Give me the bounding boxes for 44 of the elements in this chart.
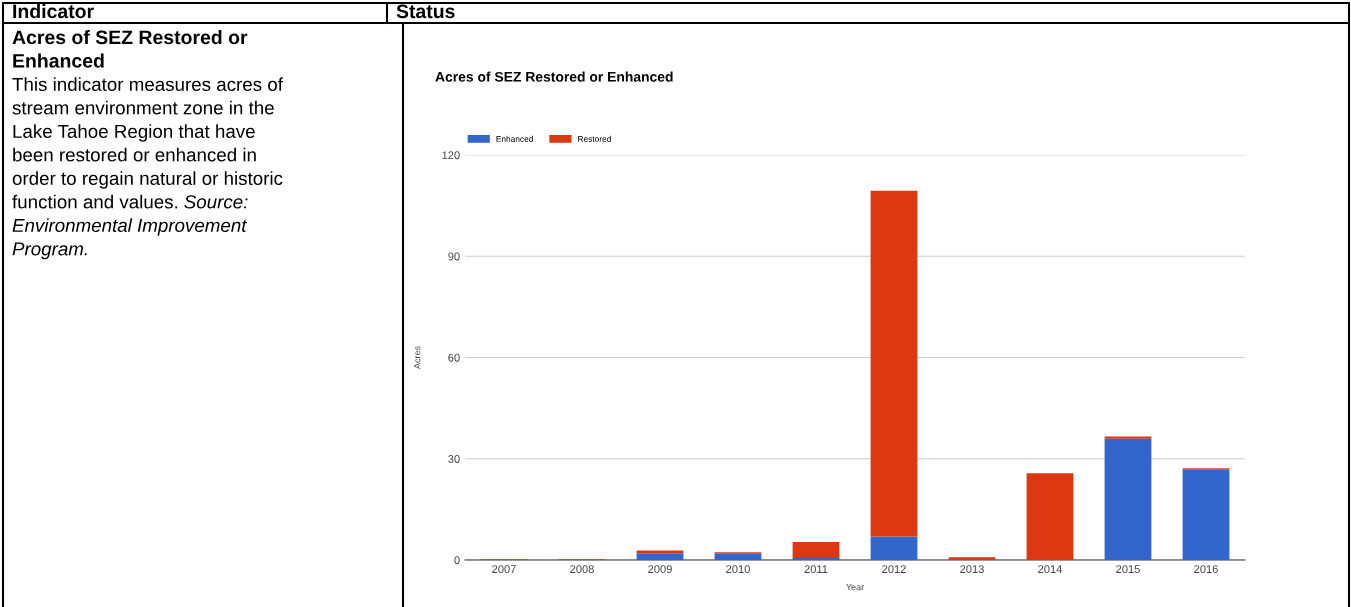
text: Status: [396, 4, 455, 19]
y-tick-label: 0: [454, 556, 460, 565]
x-tick-label: 2014: [1038, 565, 1063, 574]
text: stream environment zone in the: [12, 100, 274, 115]
bar: [870, 190, 918, 537]
text: Enhanced: [13, 53, 104, 68]
chart-title: Acres of SEZ Restored or Enhanced: [435, 71, 673, 82]
bar: [792, 556, 840, 560]
y-tick-label: 120: [442, 151, 460, 160]
x-tick-label: 2016: [1194, 565, 1218, 574]
text: This indicator measures acres of: [12, 77, 283, 92]
bar: [1104, 438, 1152, 560]
text: order to regain natural or historic: [12, 171, 283, 189]
legend-label: Restored: [578, 135, 611, 142]
x-tick-label: 2015: [1116, 565, 1140, 574]
x-tick-label: 2013: [960, 565, 984, 574]
bar: [792, 542, 840, 557]
bar: [1182, 469, 1230, 560]
bar: [870, 536, 918, 560]
bar: [714, 553, 762, 560]
x-tick-label: 2011: [804, 565, 828, 574]
x-tick-label: 2010: [726, 565, 750, 574]
text: Indicator: [13, 3, 94, 19]
y-axis-title: Acres: [414, 346, 421, 370]
source-note: Source:: [184, 195, 248, 209]
bar: [1104, 436, 1152, 439]
text: been restored or enhanced in: [13, 147, 256, 162]
text: function and values.: [12, 194, 178, 209]
bar: [636, 553, 684, 560]
text: Acres of SEZ Restored or: [12, 29, 248, 45]
x-tick-label: 2008: [570, 565, 594, 574]
legend-label: Enhanced: [496, 135, 533, 142]
x-axis-title: Year: [846, 583, 864, 591]
x-tick-label: 2007: [492, 565, 516, 574]
y-tick-label: 60: [448, 353, 460, 362]
text: Program.: [12, 242, 87, 260]
text: Lake Tahoe Region that have: [13, 124, 255, 142]
text: Environmental Improvement: [12, 218, 248, 236]
y-tick-label: 30: [448, 455, 460, 463]
x-tick-label: 2009: [648, 565, 672, 574]
bar: [1026, 473, 1074, 560]
y-tick-label: 90: [448, 252, 460, 261]
x-tick-label: 2012: [882, 565, 906, 574]
bar: [948, 557, 996, 560]
